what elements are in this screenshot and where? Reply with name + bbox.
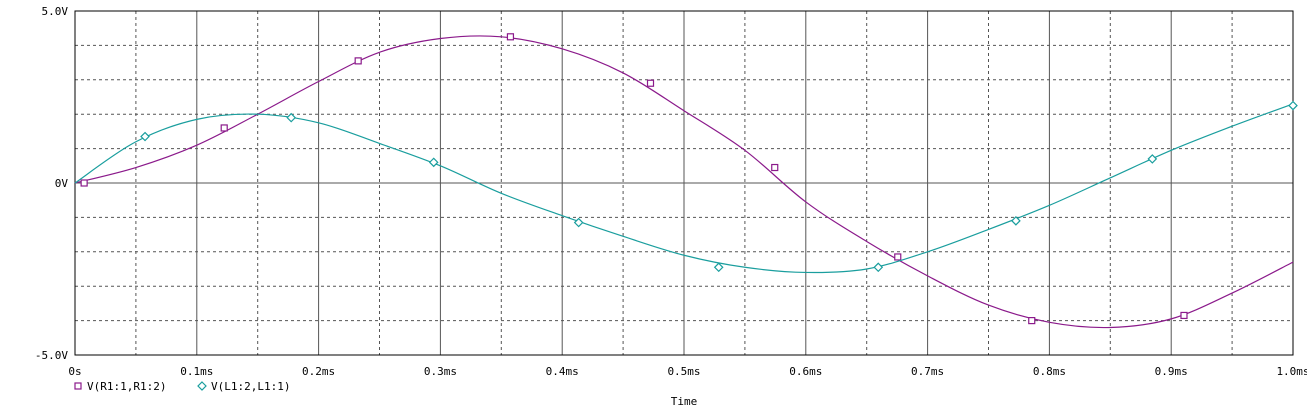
series-2-point	[1288, 100, 1298, 111]
series-2-point	[873, 262, 884, 273]
series-1-point	[771, 163, 779, 172]
legend-marker-2	[197, 381, 207, 391]
series-2-point	[573, 217, 584, 228]
series-2-point	[140, 131, 150, 142]
x-tick-label: 0.6ms	[789, 365, 822, 378]
legend-label-1: V(R1:1,R1:2)	[87, 380, 166, 393]
legend: V(R1:1,R1:2) V(L1:2,L1:1)	[74, 380, 290, 393]
x-tick-label: 1.0ms	[1276, 365, 1307, 378]
x-tick-label: 0.8ms	[1033, 365, 1066, 378]
x-tick-label: 0.3ms	[424, 365, 457, 378]
x-tick-label: 0s	[68, 365, 81, 378]
x-tick-label: 0.4ms	[546, 365, 579, 378]
legend-marker-1	[74, 382, 82, 390]
series-1-point	[354, 57, 362, 65]
series-2-point	[428, 157, 439, 168]
legend-label-2: V(L1:2,L1:1)	[211, 380, 290, 393]
series-1-point	[1180, 311, 1188, 320]
y-tick-label: -5.0V	[35, 349, 68, 362]
x-tick-label: 0.1ms	[180, 365, 213, 378]
plot-grid	[75, 11, 1293, 355]
series-2-point	[1147, 154, 1158, 164]
series-1-point	[1028, 317, 1036, 325]
series-1-point	[80, 179, 88, 187]
series-2-point	[1011, 215, 1021, 226]
x-tick-label: 0.5ms	[667, 365, 700, 378]
series-1-point	[646, 79, 655, 87]
y-tick-label: 0V	[55, 177, 69, 190]
series-1-point	[894, 253, 902, 261]
tick-labels: 0s 0.1ms 0.2ms 0.3ms 0.4ms 0.5ms 0.6ms 0.7ms 0.8…	[35, 5, 1307, 378]
series-1-point	[506, 33, 515, 41]
plot-series	[74, 33, 1298, 329]
series-line-2	[74, 103, 1294, 274]
x-tick-label: 0.2ms	[302, 365, 335, 378]
series-2-point	[713, 262, 724, 273]
x-tick-label: 0.9ms	[1155, 365, 1188, 378]
series-2-point	[286, 112, 297, 123]
y-tick-label: 5.0V	[42, 5, 69, 18]
x-axis-label: Time	[671, 395, 698, 408]
series-line-1	[74, 35, 1294, 329]
x-tick-label: 0.7ms	[911, 365, 944, 378]
series-1-point	[220, 124, 228, 132]
